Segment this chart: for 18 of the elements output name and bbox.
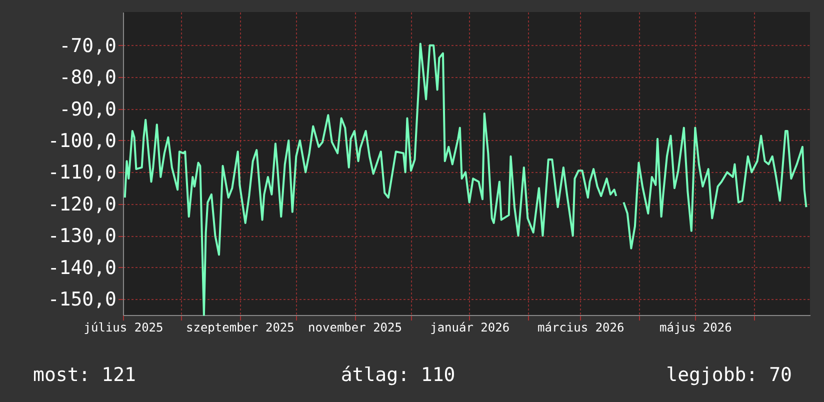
- x-tick-label: november 2025: [308, 320, 402, 334]
- y-tick-label: -120,0: [48, 193, 116, 216]
- text: most: 121: [33, 364, 136, 386]
- x-tick-label: január 2026: [430, 320, 510, 334]
- x-tick-label: március 2026: [538, 320, 624, 334]
- y-tick-label: -150,0: [48, 288, 116, 311]
- y-tick-label: -100,0: [48, 130, 116, 152]
- x-tick-label: július 2025: [84, 320, 164, 334]
- y-tick-label: -80,0: [59, 66, 116, 89]
- y-tick-label: -140,0: [48, 256, 116, 279]
- text: legjobb: 70: [666, 364, 792, 386]
- text: átlag: 110: [340, 364, 456, 386]
- y-tick-label: -130,0: [48, 225, 116, 248]
- y-tick-label: -70,0: [59, 34, 116, 57]
- y-tick-label: -90,0: [59, 98, 116, 120]
- y-tick-label: -110,0: [48, 162, 116, 184]
- x-tick-label: május 2026: [660, 320, 732, 334]
- x-tick-label: szeptember 2025: [186, 320, 294, 334]
